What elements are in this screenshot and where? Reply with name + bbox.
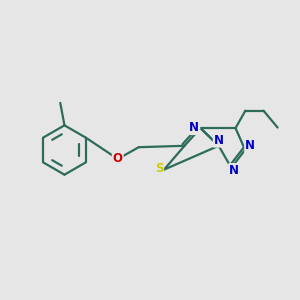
Text: N: N [229,164,239,177]
Text: N: N [245,139,255,152]
Text: N: N [214,134,224,147]
Text: N: N [189,121,199,134]
Text: O: O [113,152,123,166]
Text: S: S [155,162,163,175]
